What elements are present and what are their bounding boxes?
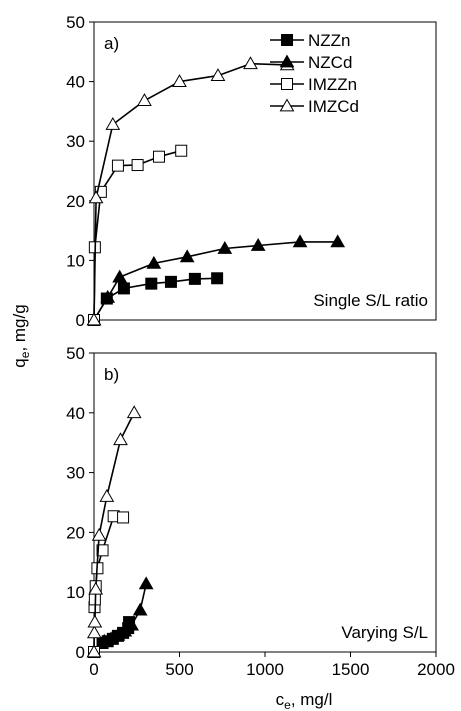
data-point-nzcd	[112, 269, 128, 283]
legend: NZZn NZCd IMZZn IMZCd	[270, 31, 359, 116]
data-point-nzcd	[292, 234, 308, 248]
legend-label: IMZZn	[308, 75, 357, 94]
y-tick-label: 0	[76, 643, 85, 662]
legend-marker	[281, 34, 293, 46]
data-point-nzzn	[188, 272, 201, 285]
data-point-imzzn	[117, 511, 130, 524]
x-tick-label: 0	[89, 660, 98, 679]
y-tick-label: 10	[66, 251, 85, 270]
panel-note: Single S/L ratio	[313, 291, 428, 310]
data-point-nzcd	[100, 289, 116, 303]
x-tick-label: 500	[165, 660, 193, 679]
plot-frame	[93, 21, 437, 321]
plot-frame	[93, 352, 437, 653]
x-tick-label: 2000	[417, 660, 455, 679]
data-point-imzzn	[96, 544, 109, 557]
data-point-imzcd	[210, 68, 226, 82]
data-point-imzcd	[86, 312, 102, 326]
data-point-nzcd	[146, 255, 162, 269]
y-tick-label: 50	[66, 344, 85, 363]
y-tick-label: 30	[66, 464, 85, 483]
legend-label: NZZn	[308, 31, 351, 50]
data-point-nzzn	[164, 275, 177, 288]
data-point-nzzn	[117, 282, 130, 295]
data-point-imzcd	[87, 614, 103, 628]
data-point-nzcd	[179, 249, 195, 263]
y-axis-title: qe, mg/g	[10, 304, 32, 367]
data-point-nzzn	[145, 277, 158, 290]
data-point-imzcd	[99, 489, 115, 502]
y-tick-label: 50	[66, 13, 85, 32]
y-tick-label: 30	[66, 132, 85, 151]
data-point-nzcd	[330, 234, 346, 248]
legend-marker	[279, 98, 295, 112]
data-point-nzcd	[132, 602, 148, 616]
x-tick-label: 1000	[246, 660, 284, 679]
panel-tag: a)	[104, 34, 119, 53]
x-tick-label: 1500	[332, 660, 370, 679]
data-point-imzcd	[91, 527, 107, 541]
x-axis-title: ce, mg/l	[276, 690, 333, 711]
data-point-imzcd	[137, 93, 152, 107]
y-tick-label: 0	[76, 311, 85, 330]
y-tick-label: 20	[66, 523, 85, 542]
series-imzcd	[86, 56, 295, 326]
data-point-imzcd	[113, 432, 128, 446]
series-imzcd	[86, 405, 142, 658]
y-tick-label: 20	[66, 192, 85, 211]
legend-label: IMZCd	[308, 97, 359, 116]
shared-axis-titles: ce, mg/l qe, mg/g	[10, 304, 332, 711]
y-tick-label: 10	[66, 583, 85, 602]
data-point-nzcd	[217, 240, 233, 254]
y-tick-label: 40	[66, 404, 85, 423]
data-point-imzzn	[111, 159, 124, 172]
data-point-nzcd	[124, 617, 139, 631]
data-point-imzcd	[105, 117, 121, 130]
legend-marker	[279, 54, 295, 68]
data-point-nzcd	[250, 237, 266, 251]
panel-note: Varying S/L	[341, 623, 428, 642]
data-point-imzcd	[172, 74, 187, 87]
panel-tag: b)	[104, 365, 119, 384]
legend-marker	[281, 78, 293, 90]
data-point-imzcd	[88, 190, 104, 204]
series-nzcd	[86, 234, 346, 326]
data-point-imzcd	[86, 625, 102, 639]
data-point-nzcd	[138, 576, 154, 590]
data-point-imzzn	[152, 150, 165, 163]
data-point-imzcd	[243, 56, 258, 70]
legend-label: NZCd	[308, 53, 352, 72]
y-tick-label: 40	[66, 73, 85, 92]
data-point-imzzn	[175, 144, 188, 157]
data-point-imzzn	[131, 159, 144, 172]
data-point-imzcd	[86, 644, 102, 658]
panel-a-chart: 0 10 20 30 40 50 a) Single S/L ratio NZZn NZCd IMZ…	[66, 13, 437, 330]
data-point-nzzn	[211, 272, 224, 285]
data-point-imzcd	[126, 405, 142, 419]
data-point-imzcd	[88, 581, 104, 595]
